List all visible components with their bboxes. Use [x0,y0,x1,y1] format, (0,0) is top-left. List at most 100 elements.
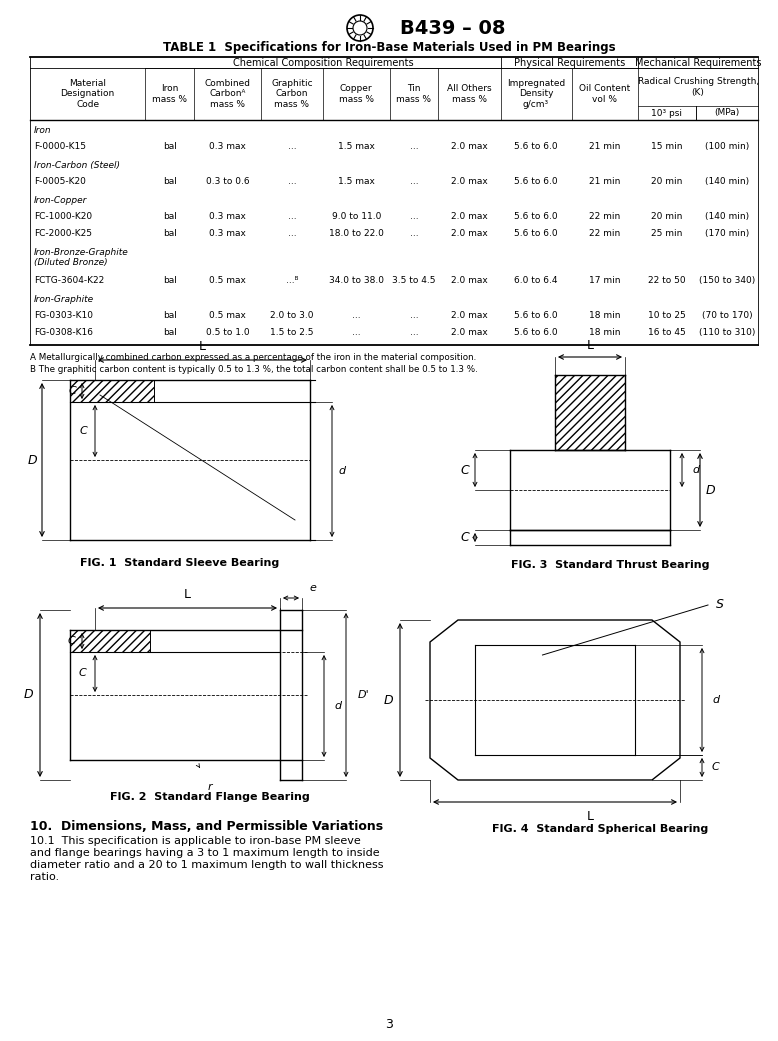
Text: ...: ... [288,177,296,186]
Text: 0.5 to 1.0: 0.5 to 1.0 [205,328,250,337]
Text: FIG. 3  Standard Thrust Bearing: FIG. 3 Standard Thrust Bearing [510,560,710,570]
Text: Copper
mass %: Copper mass % [338,84,373,104]
Text: D: D [27,454,37,466]
Text: Chemical Composition Requirements: Chemical Composition Requirements [233,57,413,68]
Text: 10 to 25: 10 to 25 [648,311,686,320]
Text: 25 min: 25 min [651,229,682,238]
Text: ...: ... [352,311,360,320]
Text: S: S [716,599,724,611]
Text: 17 min: 17 min [589,276,621,285]
Text: B439 – 08: B439 – 08 [400,19,506,37]
Text: FIG. 2  Standard Flange Bearing: FIG. 2 Standard Flange Bearing [110,792,310,802]
Text: 2.0 max: 2.0 max [451,212,488,221]
Text: e: e [310,583,317,593]
Text: Physical Requirements: Physical Requirements [513,57,625,68]
Text: FCTG-3604-K22: FCTG-3604-K22 [34,276,104,285]
Text: 10.1  This specification is applicable to iron-base PM sleeve: 10.1 This specification is applicable to… [30,836,361,846]
Text: 0.3 max: 0.3 max [209,229,246,238]
Text: (170 min): (170 min) [705,229,749,238]
Text: 2.0 max: 2.0 max [451,177,488,186]
Text: ...: ... [352,328,360,337]
Text: ...: ... [410,229,419,238]
Text: 5.6 to 6.0: 5.6 to 6.0 [514,142,558,151]
Text: 18 min: 18 min [589,311,621,320]
Text: All Others
mass %: All Others mass % [447,84,492,104]
Text: 3: 3 [385,1018,393,1032]
Text: 10³ psi: 10³ psi [651,108,682,118]
Text: ratio.: ratio. [30,872,59,882]
Text: A Metallurgically combined carbon expressed as a percentage of the iron in the m: A Metallurgically combined carbon expres… [30,353,476,362]
Text: C: C [68,386,76,396]
Text: Mechanical Requirements: Mechanical Requirements [635,57,762,68]
Text: Graphitic
Carbon
mass %: Graphitic Carbon mass % [271,79,313,109]
Text: ...: ... [410,311,419,320]
Text: Iron-Carbon (Steel): Iron-Carbon (Steel) [34,161,120,170]
Text: L: L [587,810,594,823]
Text: 10.  Dimensions, Mass, and Permissible Variations: 10. Dimensions, Mass, and Permissible Va… [30,820,383,833]
Text: bal: bal [163,177,177,186]
Text: 2.0 max: 2.0 max [451,229,488,238]
Text: 16 to 45: 16 to 45 [648,328,686,337]
Text: ...: ... [410,212,419,221]
Text: Iron: Iron [34,126,51,135]
Text: 5.6 to 6.0: 5.6 to 6.0 [514,311,558,320]
Text: 15 min: 15 min [651,142,683,151]
Text: ...ᴮ: ...ᴮ [286,276,298,285]
Text: 1.5 to 2.5: 1.5 to 2.5 [270,328,314,337]
Text: Iron-Graphite: Iron-Graphite [34,295,94,304]
Text: Iron
mass %: Iron mass % [152,84,187,104]
Text: 9.0 to 11.0: 9.0 to 11.0 [331,212,381,221]
Text: d: d [692,465,699,475]
Text: FIG. 1  Standard Sleeve Bearing: FIG. 1 Standard Sleeve Bearing [80,558,279,568]
Text: 5.6 to 6.0: 5.6 to 6.0 [514,229,558,238]
Text: Impregnated
Density
g/cm³: Impregnated Density g/cm³ [507,79,565,109]
Text: L: L [184,588,191,601]
Text: 18 min: 18 min [589,328,621,337]
Text: Iron-Copper: Iron-Copper [34,196,87,205]
Text: (150 to 340): (150 to 340) [699,276,755,285]
Text: ...: ... [288,229,296,238]
Text: 21 min: 21 min [589,142,621,151]
Text: 5.6 to 6.0: 5.6 to 6.0 [514,212,558,221]
Text: 0.5 max: 0.5 max [209,311,246,320]
Text: L: L [587,339,594,352]
Text: F-0005-K20: F-0005-K20 [34,177,86,186]
Text: ...: ... [288,142,296,151]
Text: 0.5 max: 0.5 max [209,276,246,285]
Text: C: C [78,668,86,679]
Text: B The graphitic carbon content is typically 0.5 to 1.3 %, the total carbon conte: B The graphitic carbon content is typica… [30,365,478,374]
Text: bal: bal [163,311,177,320]
Text: d: d [338,466,345,476]
Text: C: C [79,426,87,436]
Text: 2.0 to 3.0: 2.0 to 3.0 [270,311,314,320]
Text: D: D [384,693,393,707]
Text: (100 min): (100 min) [705,142,749,151]
Text: 2.0 max: 2.0 max [451,311,488,320]
Text: 18.0 to 22.0: 18.0 to 22.0 [329,229,384,238]
Text: (70 to 170): (70 to 170) [702,311,752,320]
Text: L: L [199,340,206,353]
Text: r: r [208,782,212,792]
Text: Material
Designation
Code: Material Designation Code [61,79,115,109]
Text: FG-0308-K16: FG-0308-K16 [34,328,93,337]
Text: 21 min: 21 min [589,177,621,186]
Polygon shape [555,375,625,450]
Text: C: C [461,463,469,477]
Text: FG-0303-K10: FG-0303-K10 [34,311,93,320]
Text: Radical Crushing Strength,
(K): Radical Crushing Strength, (K) [637,77,759,97]
Text: 1.5 max: 1.5 max [338,142,375,151]
Text: 0.3 to 0.6: 0.3 to 0.6 [205,177,250,186]
Text: F-0000-K15: F-0000-K15 [34,142,86,151]
Text: ...: ... [410,328,419,337]
Text: 6.0 to 6.4: 6.0 to 6.4 [514,276,558,285]
Text: (140 min): (140 min) [705,212,749,221]
Text: D: D [23,688,33,702]
Text: 0.3 max: 0.3 max [209,142,246,151]
Text: Tin
mass %: Tin mass % [397,84,432,104]
Text: D': D' [358,690,370,700]
Text: 0.3 max: 0.3 max [209,212,246,221]
Text: 2.0 max: 2.0 max [451,328,488,337]
Text: 34.0 to 38.0: 34.0 to 38.0 [329,276,384,285]
Text: FC-1000-K20: FC-1000-K20 [34,212,92,221]
Text: 3.5 to 4.5: 3.5 to 4.5 [392,276,436,285]
